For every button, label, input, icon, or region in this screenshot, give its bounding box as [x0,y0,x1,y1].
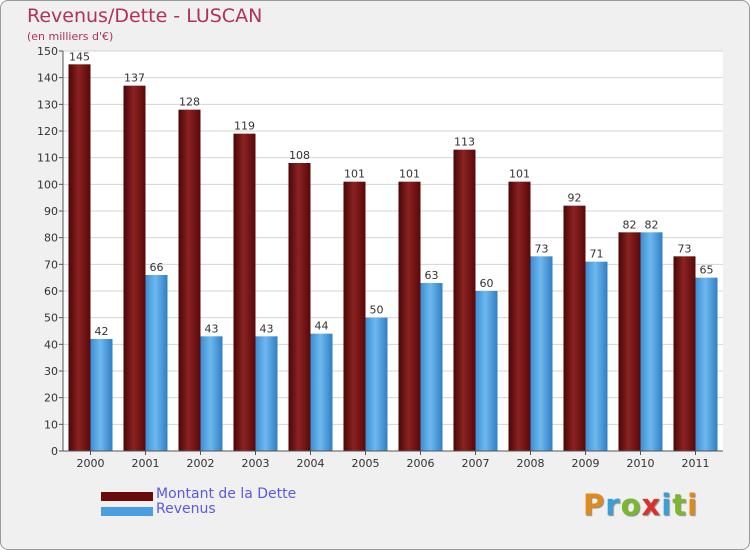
chart-subtitle: (en milliers d'€) [27,30,114,43]
data-label-dette-2010: 82 [623,218,637,231]
y-tick-label: 0 [51,445,58,458]
legend-swatch-revenus [101,507,153,516]
logo-letter: o [620,488,642,522]
x-tick-label-2009: 2009 [572,457,600,470]
y-tick-label: 150 [37,45,58,58]
data-label-dette-2001: 137 [124,72,145,85]
bar-revenus-2007 [475,291,498,451]
bar-dette-2006 [398,181,421,451]
x-tick-label-2006: 2006 [407,457,435,470]
data-label-dette-2004: 108 [289,149,310,162]
bar-dette-2009 [563,205,586,451]
bar-revenus-2002 [200,336,223,451]
bar-revenus-2004 [310,333,333,451]
x-tick-label-2010: 2010 [627,457,655,470]
data-label-revenus-2010: 82 [645,218,659,231]
x-tick-label-2002: 2002 [187,457,215,470]
bar-revenus-2000 [90,339,113,451]
data-label-revenus-2001: 66 [150,261,164,274]
data-label-revenus-2004: 44 [315,320,329,333]
y-tick-label: 120 [37,125,58,138]
bar-dette-2002 [178,109,201,452]
bar-revenus-2008 [530,256,553,451]
data-label-revenus-2008: 73 [535,242,549,255]
x-tick-label-2005: 2005 [352,457,380,470]
y-tick-label: 140 [37,72,58,85]
bar-revenus-2001 [145,275,168,451]
data-label-dette-2007: 113 [454,136,475,149]
x-tick-label-2007: 2007 [462,457,490,470]
bar-revenus-2010 [640,232,663,451]
data-label-revenus-2011: 65 [700,264,714,277]
bar-revenus-2011 [695,277,718,451]
bar-dette-2003 [233,133,256,451]
bar-dette-2010 [618,232,641,451]
data-label-dette-2011: 73 [678,242,692,255]
y-tick-label: 70 [44,258,58,271]
y-tick-label: 20 [44,392,58,405]
y-tick-label: 10 [44,418,58,431]
logo-letter: x [641,488,662,522]
y-tick-label: 90 [44,205,58,218]
data-label-revenus-2007: 60 [480,277,494,290]
y-tick-label: 30 [44,365,58,378]
data-label-dette-2006: 101 [399,168,420,181]
chart-title: Revenus/Dette - LUSCAN [27,5,263,27]
data-label-revenus-2003: 43 [260,322,274,335]
plot-area [63,51,723,451]
y-tick-label: 100 [37,178,58,191]
x-tick-label-2001: 2001 [132,457,160,470]
y-tick-label: 60 [44,285,58,298]
data-label-dette-2002: 128 [179,96,200,109]
bar-dette-2005 [343,181,366,451]
x-tick-label-2000: 2000 [77,457,105,470]
bar-dette-2000 [68,64,91,452]
data-label-dette-2009: 92 [568,192,582,205]
logo-letter: r [605,488,621,522]
data-label-dette-2008: 101 [509,168,530,181]
y-tick-label: 40 [44,338,58,351]
bar-dette-2011 [673,256,696,451]
bar-revenus-2006 [420,283,443,451]
data-label-revenus-2000: 42 [95,325,109,338]
data-label-dette-2003: 119 [234,120,255,133]
data-label-dette-2000: 145 [69,50,90,63]
proxiti-logo: Proxiti [583,488,698,522]
bar-revenus-2003 [255,336,278,451]
x-tick-label-2011: 2011 [682,457,710,470]
bar-dette-2007 [453,149,476,451]
legend-label-revenus: Revenus [156,501,216,517]
y-tick-label: 50 [44,312,58,325]
data-label-dette-2005: 101 [344,168,365,181]
logo-letter: i [687,488,699,522]
x-tick-label-2003: 2003 [242,457,270,470]
data-label-revenus-2005: 50 [370,304,384,317]
bar-revenus-2005 [365,317,388,451]
logo-letter: P [583,488,606,522]
x-tick-label-2008: 2008 [517,457,545,470]
bar-dette-2008 [508,181,531,451]
data-label-revenus-2009: 71 [590,248,604,261]
logo-letter: i [661,488,673,522]
data-label-revenus-2002: 43 [205,322,219,335]
legend-swatch-dette [101,492,153,501]
y-tick-label: 80 [44,232,58,245]
x-tick-label-2004: 2004 [297,457,325,470]
logo-letter: t [672,488,688,522]
data-label-revenus-2006: 63 [425,269,439,282]
y-tick-label: 110 [37,152,58,165]
bar-dette-2001 [123,85,146,452]
y-tick-label: 130 [37,98,58,111]
legend-label-dette: Montant de la Dette [156,486,297,502]
bar-revenus-2009 [585,261,608,451]
bar-dette-2004 [288,163,311,451]
